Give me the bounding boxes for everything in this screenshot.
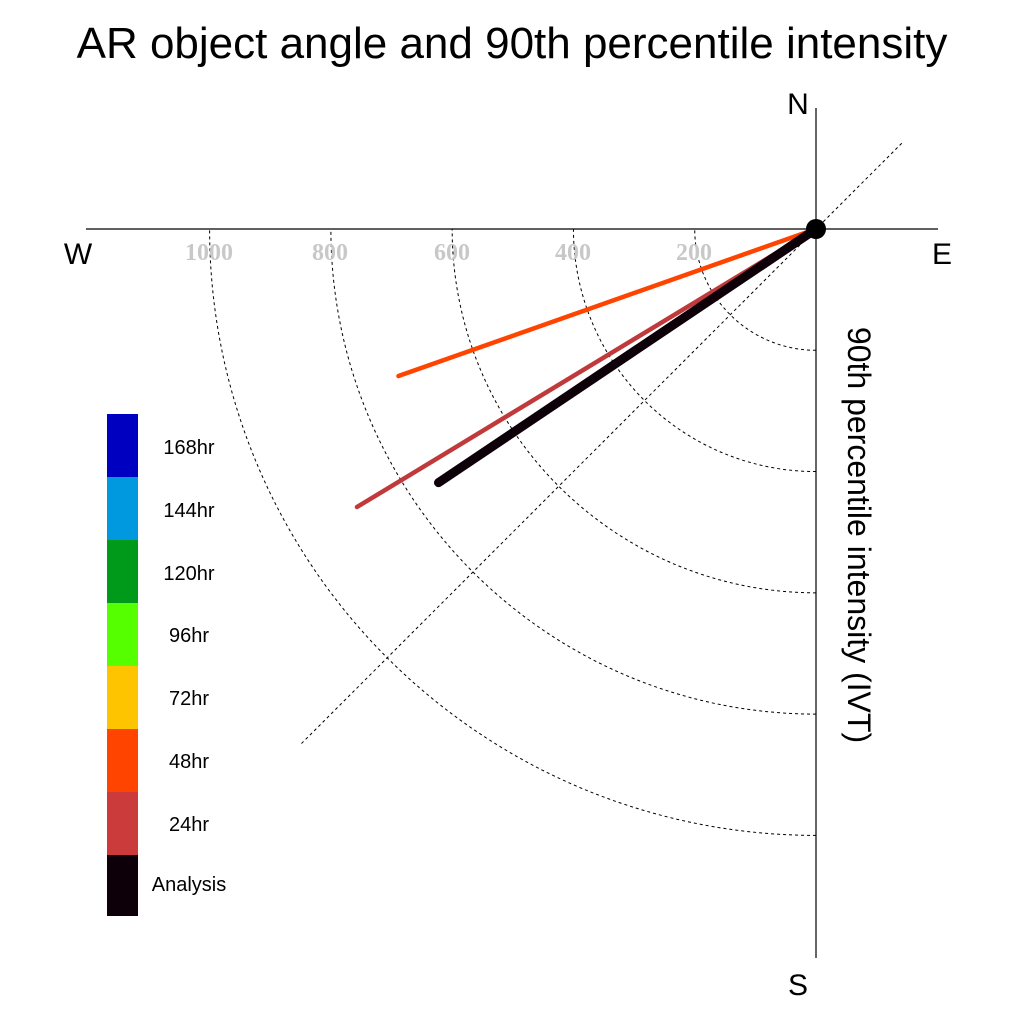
legend-label-48hr: 48hr: [169, 751, 209, 773]
south-label: S: [788, 969, 808, 1002]
radial-tick-labels: 1000 800 600 400 200: [185, 240, 712, 266]
north-label: N: [787, 88, 809, 121]
legend-label-analysis: Analysis: [152, 874, 226, 896]
legend-label-144hr: 144hr: [163, 500, 214, 522]
legend-label-72hr: 72hr: [169, 688, 209, 710]
tick-label-200: 200: [676, 240, 712, 266]
chart-title: AR object angle and 90th percentile inte…: [77, 19, 948, 68]
tick-label-1000: 1000: [185, 240, 233, 266]
legend-swatch-96hr: [107, 603, 138, 666]
west-label: W: [64, 238, 93, 271]
legend-label-168hr: 168hr: [163, 437, 214, 459]
legend-swatch-168hr: [107, 414, 138, 477]
radial-circle-600: [451, 228, 817, 594]
legend-swatch-24hr: [107, 792, 138, 855]
vector-analysis: [434, 224, 821, 488]
legend-label-120hr: 120hr: [163, 563, 214, 585]
vector-48hr: [396, 226, 819, 379]
tick-label-800: 800: [312, 240, 348, 266]
legend: 168hr 144hr 120hr 96hr 72hr 48hr 24hr An…: [107, 414, 226, 916]
legend-swatch-analysis: [107, 855, 138, 916]
radial-circle-400: [572, 228, 817, 473]
legend-swatch-144hr: [107, 477, 138, 540]
tick-label-400: 400: [555, 240, 591, 266]
legend-label-96hr: 96hr: [169, 625, 209, 647]
legend-label-24hr: 24hr: [169, 814, 209, 836]
polar-grid: [209, 142, 903, 836]
legend-swatch-120hr: [107, 540, 138, 603]
vector-series: [354, 224, 821, 510]
radial-circle-200: [694, 228, 817, 351]
y-axis-label: 90th percentile intensity (IVT): [841, 327, 877, 743]
east-label: E: [932, 238, 952, 271]
radial-circle-1000: [209, 228, 817, 836]
tick-label-600: 600: [434, 240, 470, 266]
legend-swatch-48hr: [107, 729, 138, 792]
legend-swatch-72hr: [107, 666, 138, 729]
origin-marker: [806, 219, 826, 239]
